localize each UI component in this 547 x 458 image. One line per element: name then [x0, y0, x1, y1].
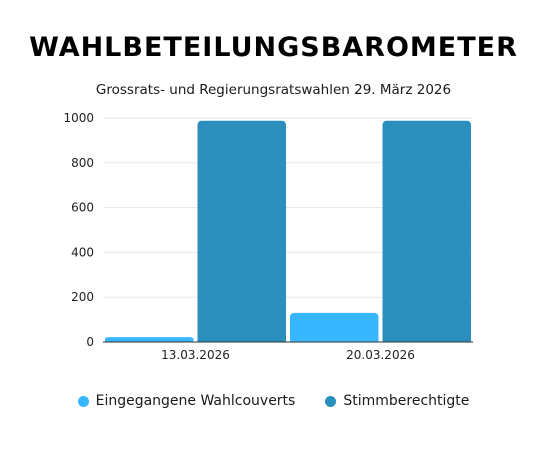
- x-tick-label: 13.03.2026: [161, 348, 230, 362]
- y-tick-label: 800: [71, 156, 94, 170]
- bar-base: [105, 338, 194, 342]
- bar-stimmberechtigte: [382, 120, 471, 342]
- legend-label: Stimmberechtigte: [343, 393, 470, 409]
- bar-base: [290, 338, 379, 342]
- legend-item-stimmberechtigte: Stimmberechtigte: [325, 393, 469, 409]
- y-tick-label: 600: [71, 201, 94, 215]
- y-tick-label: 200: [71, 290, 94, 304]
- legend: Eingegangene Wahlcouverts Stimmberechtig…: [0, 393, 547, 409]
- y-tick-label: 0: [86, 335, 94, 349]
- legend-item-eingegangene: Eingegangene Wahlcouverts: [77, 393, 296, 409]
- legend-swatch: [325, 395, 337, 407]
- bar-base: [197, 338, 286, 342]
- bar-base: [382, 338, 471, 342]
- y-tick-label: 400: [71, 245, 94, 259]
- y-tick-label: 1000: [63, 111, 94, 125]
- chart-subtitle: Grossrats- und Regierungsratswahlen 29. …: [95, 82, 452, 98]
- bars: [105, 120, 471, 342]
- chart-title: WAHLBETEILUNGSBAROMETER: [29, 32, 518, 63]
- bar-stimmberechtigte: [197, 120, 286, 342]
- bar-eingegangene: [290, 312, 379, 342]
- legend-label: Eingegangene Wahlcouverts: [95, 393, 296, 409]
- axes: 0 200 400 600 800 1000 13.03.2026 20.03.2026: [63, 111, 473, 362]
- x-tick-label: 20.03.2026: [346, 348, 415, 362]
- legend-swatch: [77, 395, 89, 407]
